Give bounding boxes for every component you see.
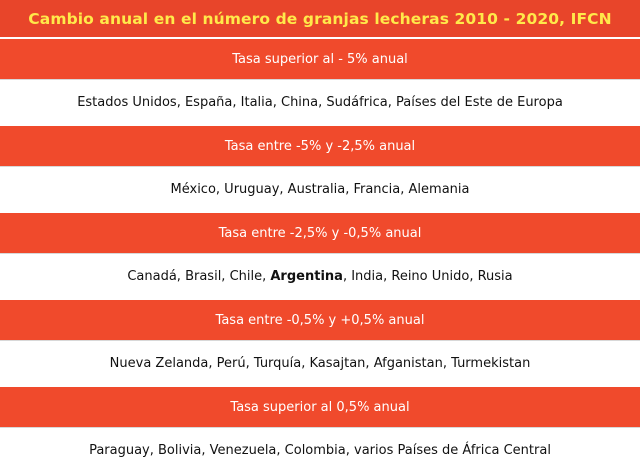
table-title-text: Cambio anual en el número de granjas lec…	[28, 9, 612, 28]
rate-header-text: Tasa entre -5% y -2,5% anual	[224, 138, 416, 154]
rate-section-1: Tasa superior al - 5% anual Estados Unid…	[0, 37, 640, 124]
rate-header: Tasa superior al 0,5% anual	[0, 385, 640, 427]
rate-header: Tasa entre -2,5% y -0,5% anual	[0, 211, 640, 253]
countries-row: Paraguay, Bolivia, Venezuela, Colombia, …	[0, 427, 640, 472]
rate-section-5: Tasa superior al 0,5% anual Paraguay, Bo…	[0, 385, 640, 472]
rate-header: Tasa entre -0,5% y +0,5% anual	[0, 298, 640, 340]
rate-header: Tasa superior al - 5% anual	[0, 37, 640, 79]
rate-header-text: Tasa superior al - 5% anual	[232, 51, 408, 67]
countries-text-part: Nueva Zelanda, Perú, Turquía, Kasajtan, …	[109, 355, 531, 371]
countries-text: Paraguay, Bolivia, Venezuela, Colombia, …	[89, 443, 551, 458]
rate-header-text: Tasa entre -2,5% y -0,5% anual	[218, 225, 422, 241]
table-title: Cambio anual en el número de granjas lec…	[0, 0, 640, 37]
countries-text-part: Canadá, Brasil, Chile,	[127, 268, 271, 284]
countries-text-part: , India, Reino Unido, Rusia	[342, 268, 513, 284]
rate-header: Tasa entre -5% y -2,5% anual	[0, 124, 640, 166]
countries-text: Nueva Zelanda, Perú, Turquía, Kasajtan, …	[110, 356, 531, 371]
countries-highlight: Argentina	[270, 268, 343, 284]
rate-header-text: Tasa entre -0,5% y +0,5% anual	[215, 312, 425, 328]
rate-section-4: Tasa entre -0,5% y +0,5% anual Nueva Zel…	[0, 298, 640, 385]
countries-text-part: Estados Unidos, España, Italia, China, S…	[77, 94, 563, 110]
countries-text: Estados Unidos, España, Italia, China, S…	[77, 95, 563, 110]
rate-header-text: Tasa superior al 0,5% anual	[230, 399, 410, 415]
rate-section-2: Tasa entre -5% y -2,5% anual México, Uru…	[0, 124, 640, 211]
countries-text-part: Paraguay, Bolivia, Venezuela, Colombia, …	[89, 442, 551, 458]
countries-text: México, Uruguay, Australia, Francia, Ale…	[171, 182, 470, 197]
countries-row: Canadá, Brasil, Chile, Argentina, India,…	[0, 253, 640, 298]
countries-text: Canadá, Brasil, Chile, Argentina, India,…	[127, 269, 512, 284]
countries-row: México, Uruguay, Australia, Francia, Ale…	[0, 166, 640, 211]
rate-section-3: Tasa entre -2,5% y -0,5% anual Canadá, B…	[0, 211, 640, 298]
countries-row: Nueva Zelanda, Perú, Turquía, Kasajtan, …	[0, 340, 640, 385]
countries-text-part: México, Uruguay, Australia, Francia, Ale…	[170, 181, 470, 197]
countries-row: Estados Unidos, España, Italia, China, S…	[0, 79, 640, 124]
